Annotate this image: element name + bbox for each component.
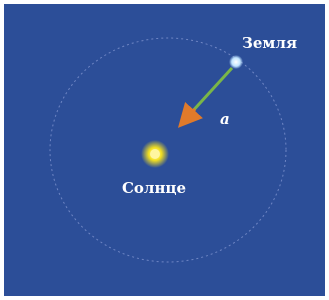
sun-core xyxy=(150,149,160,159)
diagram: Земля Солнце a xyxy=(0,0,329,300)
acceleration-label: a xyxy=(220,110,230,128)
sun-label: Солнце xyxy=(122,179,186,197)
earth xyxy=(229,55,243,69)
earth-label: Земля xyxy=(242,34,297,52)
